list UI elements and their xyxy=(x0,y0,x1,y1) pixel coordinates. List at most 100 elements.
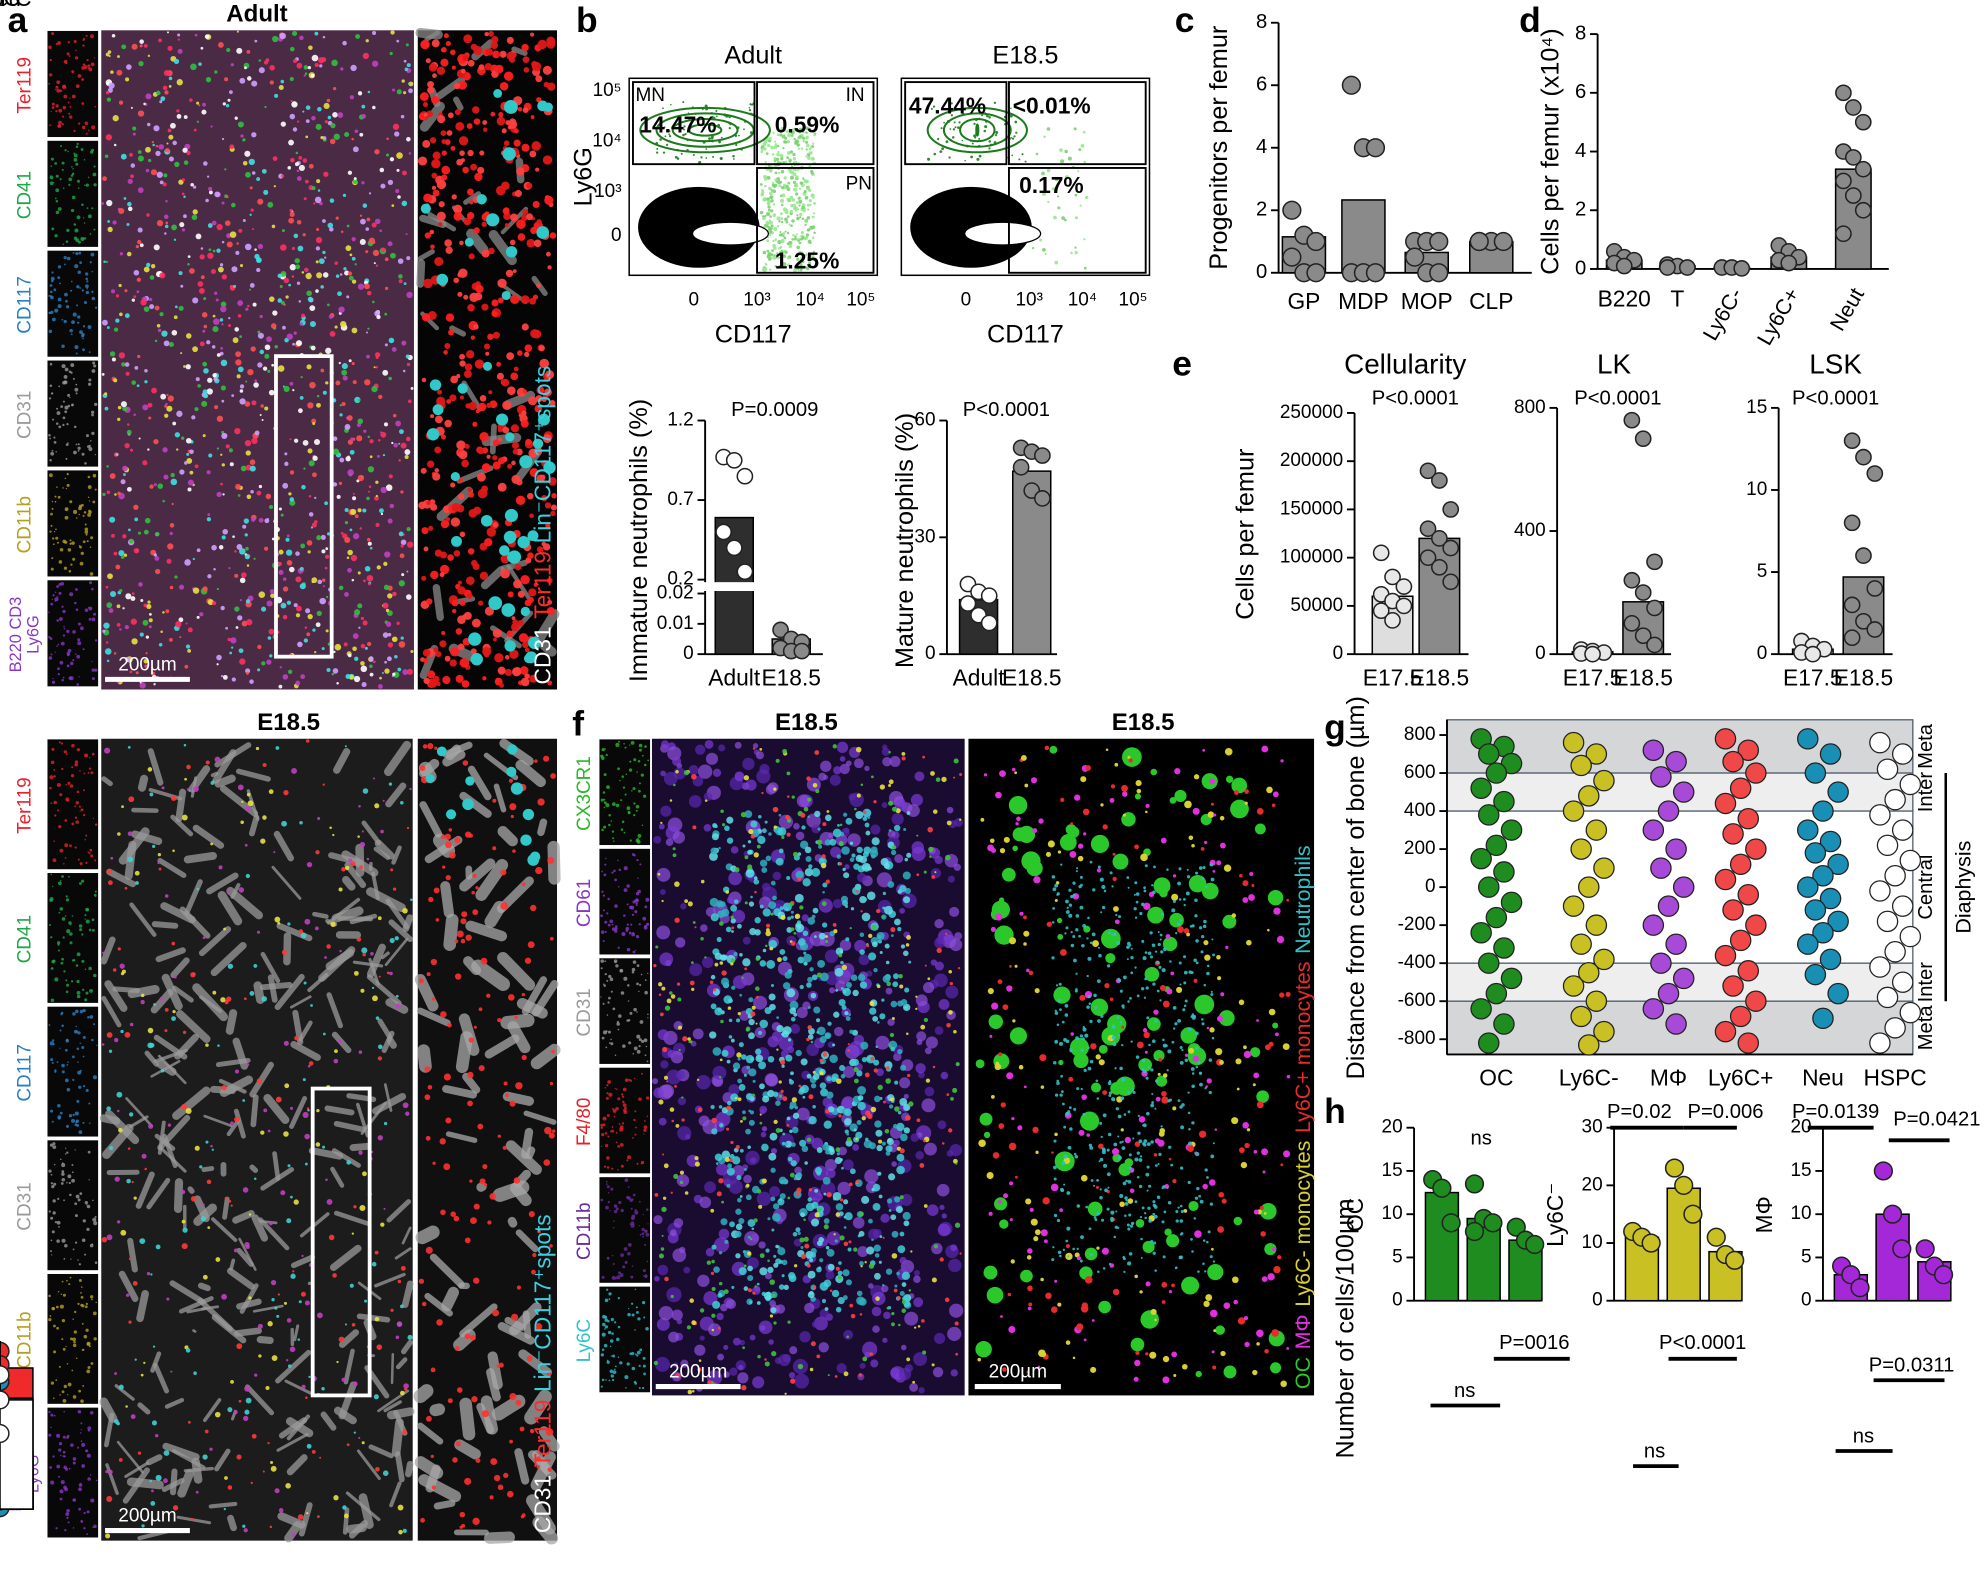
cell-dot xyxy=(189,470,194,475)
cell-dot xyxy=(49,775,54,780)
cell-dot xyxy=(289,497,295,502)
cell-dot xyxy=(122,607,125,610)
cell-dot xyxy=(306,862,313,868)
cell-dot xyxy=(520,834,532,846)
cell-dot xyxy=(460,938,466,944)
cell-dot xyxy=(445,313,455,322)
cell-dot xyxy=(59,1489,64,1494)
cell-dot xyxy=(146,122,151,127)
cell-dot xyxy=(111,357,116,362)
cell-dot xyxy=(404,454,409,460)
cell-dot xyxy=(286,600,292,605)
cell-dot xyxy=(78,1487,82,1492)
cell-dot xyxy=(325,347,332,354)
cell-dot xyxy=(633,758,637,762)
cell-dot xyxy=(364,379,371,386)
vessel xyxy=(342,1507,350,1535)
cell-dot xyxy=(384,257,389,262)
cell-dot xyxy=(374,1250,379,1255)
vessel xyxy=(418,1474,462,1503)
cell-dot xyxy=(619,969,623,972)
cell-dot xyxy=(754,917,761,924)
cell-dot xyxy=(55,85,59,89)
cell-dot xyxy=(71,766,74,769)
cell-dot xyxy=(308,512,314,517)
cell-dot xyxy=(305,105,311,110)
cell-dot xyxy=(604,748,607,750)
cell-dot xyxy=(425,774,435,783)
cell-dot xyxy=(140,44,143,47)
vessel xyxy=(333,1210,371,1226)
cell-dot xyxy=(63,625,65,628)
cell-dot xyxy=(72,1457,77,1461)
cell-dot xyxy=(154,305,160,311)
cell-dot xyxy=(732,975,747,989)
cell-dot xyxy=(322,1032,326,1036)
cell-dot xyxy=(600,930,605,934)
vessel xyxy=(153,1048,188,1064)
cell-dot xyxy=(64,819,68,822)
cell-dot xyxy=(181,1219,186,1224)
cell-dot xyxy=(505,432,515,442)
cell-dot xyxy=(422,140,431,148)
cell-dot xyxy=(192,557,195,561)
cell-dot xyxy=(367,90,371,94)
cell-dot xyxy=(368,237,376,245)
cell-dot xyxy=(817,1026,826,1036)
cell-dot xyxy=(160,630,163,634)
cell-dot xyxy=(282,614,288,620)
cell-dot xyxy=(828,832,834,838)
cell-dot xyxy=(609,1339,614,1343)
cell-dot xyxy=(609,977,614,982)
cell-dot xyxy=(797,956,805,964)
cell-dot xyxy=(307,1109,310,1112)
cell-dot xyxy=(881,1141,886,1146)
cell-dot xyxy=(228,448,233,453)
cell-dot xyxy=(245,307,249,311)
cell-dot xyxy=(481,249,490,258)
cell-dot xyxy=(206,470,211,475)
cell-dot xyxy=(210,125,213,128)
cell-dot xyxy=(513,139,521,147)
cell-dot xyxy=(169,585,174,590)
cell-dot xyxy=(421,377,427,383)
cell-dot xyxy=(354,263,357,266)
vessel xyxy=(463,191,482,205)
vessel xyxy=(214,742,252,768)
cell-dot xyxy=(643,763,647,767)
cell-dot xyxy=(457,383,468,394)
cell-dot xyxy=(295,340,303,347)
cell-dot xyxy=(333,133,340,140)
cell-dot xyxy=(125,1293,130,1297)
cell-dot xyxy=(341,401,346,406)
cell-dot xyxy=(145,93,152,100)
vessel xyxy=(263,1093,290,1125)
cell-dot xyxy=(638,748,642,752)
cell-dot xyxy=(84,523,87,526)
cell-dot xyxy=(366,290,372,296)
cell-dot xyxy=(245,171,251,178)
cell-dot xyxy=(221,432,228,439)
cell-dot xyxy=(257,644,262,650)
vessel xyxy=(329,1244,362,1271)
cell-dot xyxy=(119,963,125,969)
cell-dot xyxy=(911,841,925,854)
cell-dot xyxy=(182,1030,187,1034)
cell-dot xyxy=(501,603,516,617)
cell-dot xyxy=(130,618,137,625)
cell-dot xyxy=(48,1294,51,1298)
cell-dot xyxy=(155,144,159,148)
cell-dot xyxy=(77,321,80,324)
cell-dot xyxy=(267,1321,273,1327)
cell-dot xyxy=(206,517,212,522)
cell-dot xyxy=(611,927,616,931)
cell-dot xyxy=(520,419,529,428)
cell-dot xyxy=(205,198,209,203)
cell-dot xyxy=(50,290,53,294)
cell-dot xyxy=(638,1097,642,1101)
cell-dot xyxy=(400,636,404,640)
cell-dot xyxy=(359,1204,366,1212)
cell-dot xyxy=(155,1244,161,1250)
cell-dot xyxy=(75,820,79,824)
cell-dot xyxy=(464,1237,471,1244)
